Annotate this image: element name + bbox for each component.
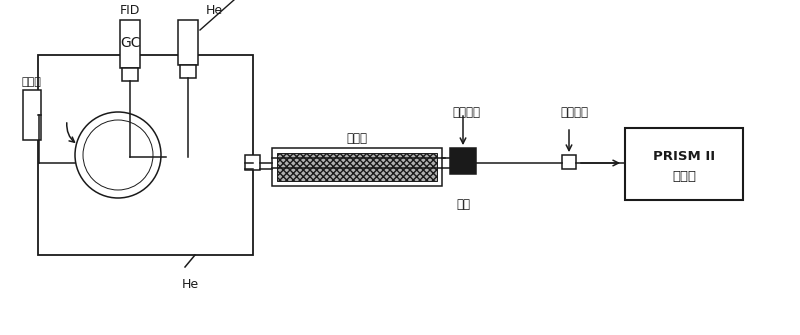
- Bar: [178, 20, 198, 65]
- Bar: [625, 128, 743, 200]
- Text: 注样器: 注样器: [21, 77, 41, 87]
- Bar: [122, 68, 138, 81]
- Text: 参比气体: 参比气体: [560, 106, 588, 119]
- Bar: [38, 55, 253, 255]
- Text: He: He: [206, 3, 222, 16]
- Bar: [120, 20, 140, 68]
- Bar: [450, 148, 476, 174]
- Text: GC: GC: [120, 36, 141, 50]
- Text: 燃烧炉: 燃烧炉: [346, 132, 367, 144]
- Text: 质谱仪: 质谱仪: [672, 170, 696, 183]
- Text: FID: FID: [120, 3, 140, 16]
- Text: 开口分流: 开口分流: [452, 106, 480, 119]
- Bar: [245, 155, 260, 170]
- Bar: [272, 148, 442, 186]
- Text: PRISM II: PRISM II: [653, 149, 715, 162]
- Text: 冷阱: 冷阱: [456, 199, 470, 211]
- Bar: [277, 153, 437, 181]
- Bar: [23, 90, 41, 140]
- Text: He: He: [182, 278, 198, 291]
- Bar: [180, 65, 196, 78]
- Bar: [562, 155, 576, 169]
